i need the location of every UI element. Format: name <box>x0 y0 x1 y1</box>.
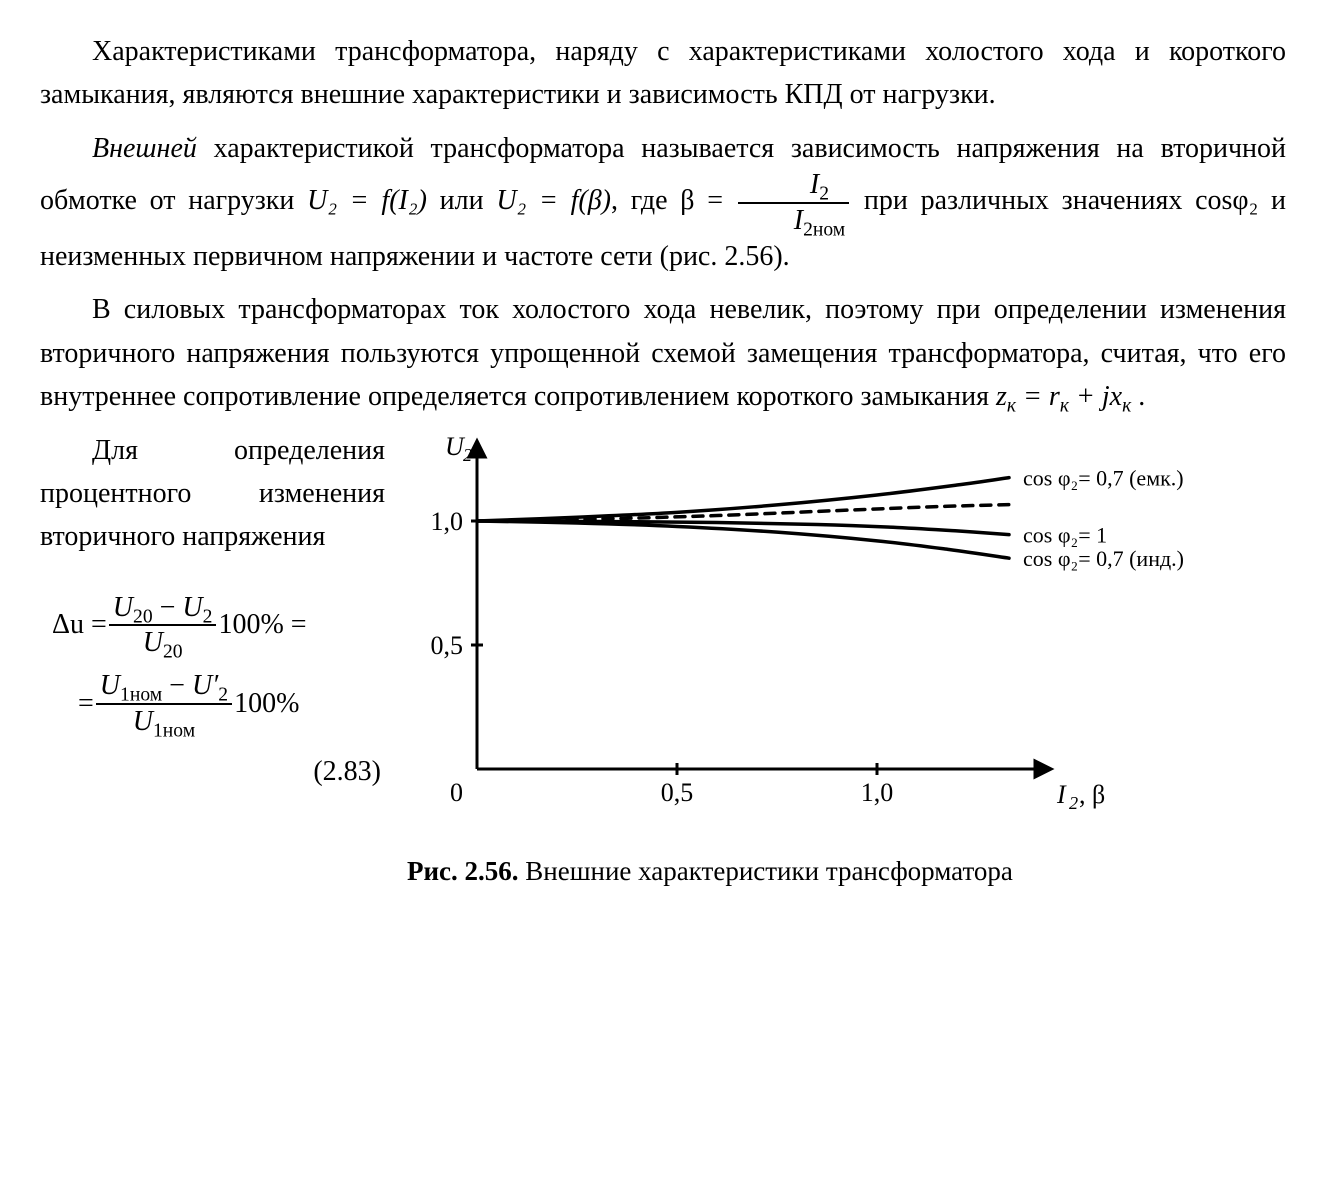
left-column: Для определения процентного изменения вт… <box>40 429 385 794</box>
du-frac2: U1ном − U′2 U1ном <box>96 671 232 736</box>
caption-label: Рис. 2.56. <box>407 856 519 886</box>
paragraph-2: Внешней характеристикой трансформатора н… <box>40 127 1286 279</box>
svg-text:1,0: 1,0 <box>431 507 464 536</box>
svg-text:cos φ₂= 0,7 (инд.): cos φ₂= 0,7 (инд.) <box>1023 546 1184 571</box>
delta-u-equation: Δu = U20 − U2 U20 100% = = U1ном − U′2 U… <box>40 593 385 737</box>
du-row1: Δu = U20 − U2 U20 100% = <box>52 593 385 658</box>
svg-text:cos φ₂= 0,7 (емк.): cos φ₂= 0,7 (емк.) <box>1023 465 1184 490</box>
svg-text:, β: , β <box>1079 780 1105 809</box>
p2-lead-italic: Внешней <box>92 133 197 164</box>
two-column-row: Для определения процентного изменения вт… <box>40 429 1286 892</box>
external-characteristic-chart: 00,51,00,51,0U2I2, βcos φ₂= 0,7 (емк.)co… <box>407 429 1277 829</box>
du-prefix: Δu = <box>52 601 107 649</box>
p2-tail: , где <box>611 185 680 216</box>
svg-text:I: I <box>1056 780 1067 809</box>
equation-number: (2.83) <box>40 750 385 793</box>
right-column: 00,51,00,51,0U2I2, βcos φ₂= 0,7 (емк.)co… <box>407 429 1286 892</box>
p2-eq1: U₂ = f(I₂) <box>307 185 427 216</box>
du2-tail: 100% <box>234 680 299 728</box>
beta-prefix: β = <box>680 185 736 216</box>
du2-prefix: = <box>78 680 94 728</box>
du1-tail: 100% = <box>218 601 306 649</box>
chart-2-56: 00,51,00,51,0U2I2, βcos φ₂= 0,7 (емк.)co… <box>407 429 1286 842</box>
svg-text:0: 0 <box>450 778 463 807</box>
svg-text:cos φ₂= 1: cos φ₂= 1 <box>1023 522 1107 547</box>
svg-text:1,0: 1,0 <box>861 778 894 807</box>
du-frac1: U20 − U2 U20 <box>109 593 217 658</box>
paragraph-1: Характеристиками трансформатора, наряду … <box>40 30 1286 117</box>
p2-or: или <box>427 185 496 216</box>
paragraph-3: В силовых трансформаторах ток холостого … <box>40 288 1286 418</box>
svg-text:2: 2 <box>1069 793 1078 813</box>
p2-eq2: U₂ = f(β) <box>496 185 611 216</box>
svg-text:0,5: 0,5 <box>431 631 464 660</box>
caption-text: Внешние характеристики трансформатора <box>519 856 1013 886</box>
p3-end: . <box>1131 381 1145 412</box>
du-row2: = U1ном − U′2 U1ном 100% <box>52 671 385 736</box>
left-lead: Для определения процентного изменения вт… <box>40 429 385 559</box>
svg-text:0,5: 0,5 <box>661 778 694 807</box>
zk-eq: zк = rк + jxк <box>996 381 1131 412</box>
figure-caption: Рис. 2.56. Внешние характеристики трансф… <box>407 852 1286 891</box>
svg-text:2: 2 <box>463 445 472 465</box>
beta-eq: β = I2 I2ном <box>680 185 864 216</box>
beta-fraction: I2 I2ном <box>738 170 849 235</box>
